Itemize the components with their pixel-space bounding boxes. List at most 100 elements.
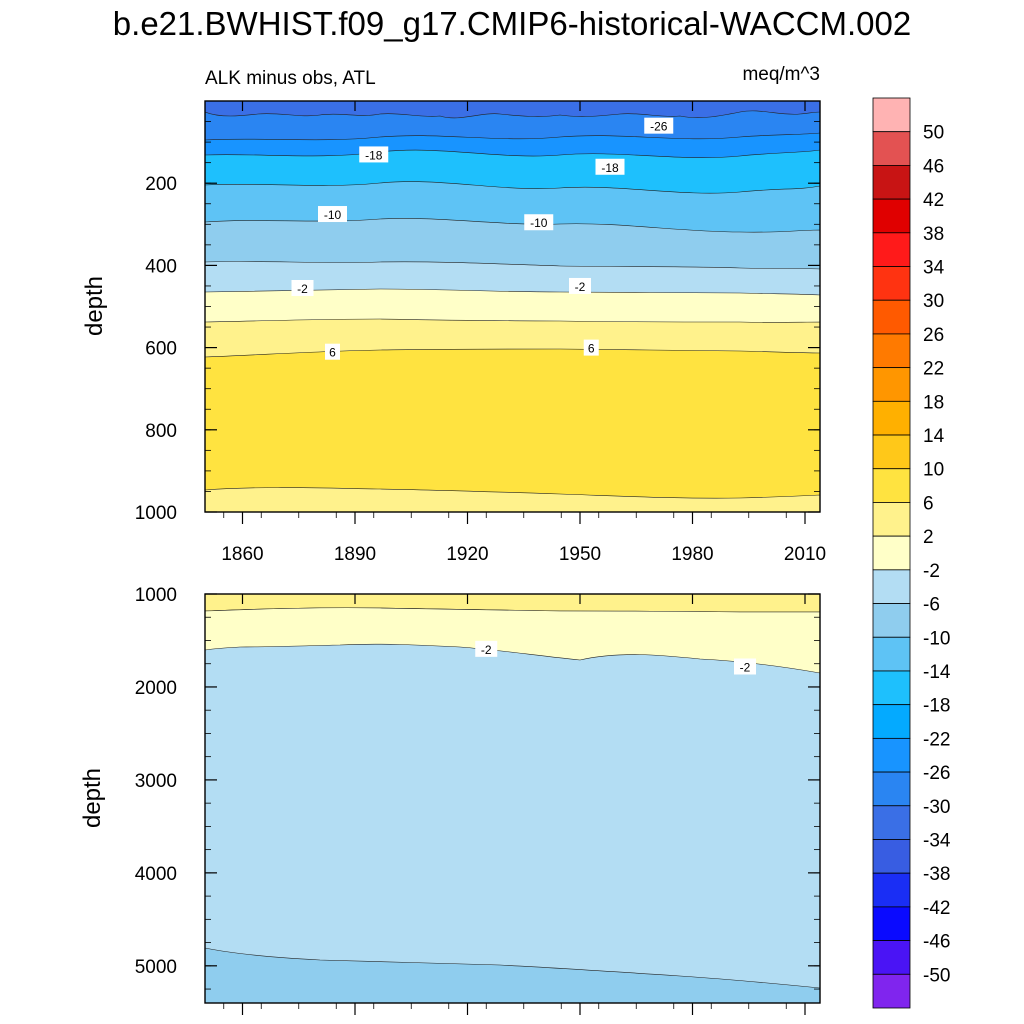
colorbar-swatch xyxy=(872,940,911,975)
colorbar-swatch xyxy=(872,670,911,706)
contour-label-text: -10 xyxy=(530,216,548,230)
contour-label-bg xyxy=(325,343,340,360)
colorbar-swatch xyxy=(872,299,911,335)
contour-label: -10 xyxy=(524,214,554,231)
contour-label-text: 6 xyxy=(329,346,336,360)
band-fill xyxy=(205,594,820,1003)
colorbar-swatch xyxy=(872,131,911,166)
colorbar-label: -26 xyxy=(923,763,950,784)
contour-label-bg xyxy=(595,158,625,175)
contour-label-text: -18 xyxy=(365,148,383,162)
colorbar-swatch xyxy=(872,569,911,604)
colorbar-label: -2 xyxy=(923,561,940,582)
contour-label: -26 xyxy=(644,117,674,134)
upper-y-axis-label: depth xyxy=(81,276,108,336)
x-tick-label: 1860 xyxy=(221,544,263,565)
contour-label-bg xyxy=(475,640,498,657)
colorbar-label: -42 xyxy=(923,898,950,919)
colorbar-swatch xyxy=(872,839,911,874)
y-tick-label: 4000 xyxy=(135,864,177,885)
contour-label-bg xyxy=(318,206,347,223)
colorbar-label: 6 xyxy=(923,493,934,514)
contour-label-text: -18 xyxy=(601,161,619,175)
colorbar-swatch xyxy=(872,805,911,840)
contour-label-text: -2 xyxy=(481,643,492,657)
y-tick-label: 400 xyxy=(145,256,177,277)
colorbar-swatch xyxy=(872,603,911,638)
upper-y-axis: 200 400 600 800 1000 xyxy=(135,100,820,524)
colorbar-label: 38 xyxy=(923,224,944,245)
contour-label: -10 xyxy=(318,206,347,223)
contour-label-bg xyxy=(734,658,756,675)
contour-label-text: -2 xyxy=(575,280,586,294)
x-tick-label: 1890 xyxy=(334,544,376,565)
colorbar-label: -50 xyxy=(923,965,950,986)
colorbar-label: 10 xyxy=(923,460,944,481)
contour-label-text: -2 xyxy=(297,282,308,296)
colorbar-label: -22 xyxy=(923,729,950,750)
contour-label-text: -10 xyxy=(324,208,342,222)
contour-label-text: -26 xyxy=(650,120,668,134)
band-fill xyxy=(205,348,820,512)
contour-label: -18 xyxy=(359,146,389,163)
colorbar-swatch xyxy=(872,906,911,941)
chart-units: meq/m^3 xyxy=(742,64,820,85)
colorbar-label: 22 xyxy=(923,359,944,380)
colorbar-swatch xyxy=(872,502,911,537)
contour-label: 6 xyxy=(583,339,599,356)
contour-label-bg xyxy=(291,280,314,297)
lower-panel-frame xyxy=(204,593,821,1004)
colorbar-label: 42 xyxy=(923,190,944,211)
colorbar-swatch xyxy=(872,872,911,908)
x-tick-label: 1950 xyxy=(559,544,601,565)
colorbar-swatch xyxy=(872,400,911,436)
colorbar: 50 46 42 38 34 30 26 22 18 14 10 6 2 -2 -6 -10 -14 -18 -22… xyxy=(872,97,951,1009)
colorbar-label: -38 xyxy=(923,864,950,885)
contour-label: -2 xyxy=(291,280,314,297)
upper-panel-fills xyxy=(205,101,820,512)
lower-panel-fills xyxy=(205,594,820,1003)
x-tick-label: 1980 xyxy=(671,544,713,565)
colorbar-label: -6 xyxy=(923,595,940,616)
contour-label-bg xyxy=(569,277,591,294)
colorbar-swatch xyxy=(872,266,911,301)
colorbar-label: -14 xyxy=(923,662,951,683)
colorbar-swatch xyxy=(872,333,911,369)
colorbar-label: 46 xyxy=(923,156,944,177)
y-tick-label: 200 xyxy=(145,174,177,195)
colorbar-label: -34 xyxy=(923,830,951,851)
y-tick-label: 1000 xyxy=(135,503,177,524)
colorbar-swatch xyxy=(872,636,911,672)
band-fill xyxy=(205,487,820,512)
colorbar-swatch xyxy=(872,771,911,807)
contour-labels: -26-18-18-10-10-2 -26 6-2-2 xyxy=(291,117,756,675)
colorbar-swatch xyxy=(872,198,911,234)
contour-label: -18 xyxy=(595,158,625,175)
contour-label-bg xyxy=(359,146,389,163)
colorbar-label: 2 xyxy=(923,527,934,548)
colorbar-label: 30 xyxy=(923,291,944,312)
chart-subtitle-left: ALK minus obs, ATL xyxy=(205,68,376,89)
colorbar-label: -18 xyxy=(923,696,950,717)
contour-label-text: 6 xyxy=(588,342,595,356)
colorbar-label: -10 xyxy=(923,628,950,649)
colorbar-label: 50 xyxy=(923,123,944,144)
colorbar-swatch xyxy=(872,468,911,503)
colorbar-swatch xyxy=(872,367,911,402)
x-tick-label: 2010 xyxy=(784,544,826,565)
contour-label-bg xyxy=(583,339,599,356)
y-tick-label: 600 xyxy=(145,339,177,360)
band-fill xyxy=(205,947,820,1003)
band-fill xyxy=(205,101,820,119)
colorbar-swatch xyxy=(872,535,911,571)
colorbar-label: 18 xyxy=(923,392,944,413)
contour-label-bg xyxy=(524,214,554,231)
colorbar-label: -46 xyxy=(923,932,950,953)
y-tick-label: 3000 xyxy=(135,771,177,792)
contour-label-bg xyxy=(644,117,674,134)
colorbar-label: -30 xyxy=(923,797,950,818)
colorbar-label: 14 xyxy=(923,426,945,447)
contour-label-text: -2 xyxy=(740,661,751,675)
contour-label: 6 xyxy=(325,343,340,360)
